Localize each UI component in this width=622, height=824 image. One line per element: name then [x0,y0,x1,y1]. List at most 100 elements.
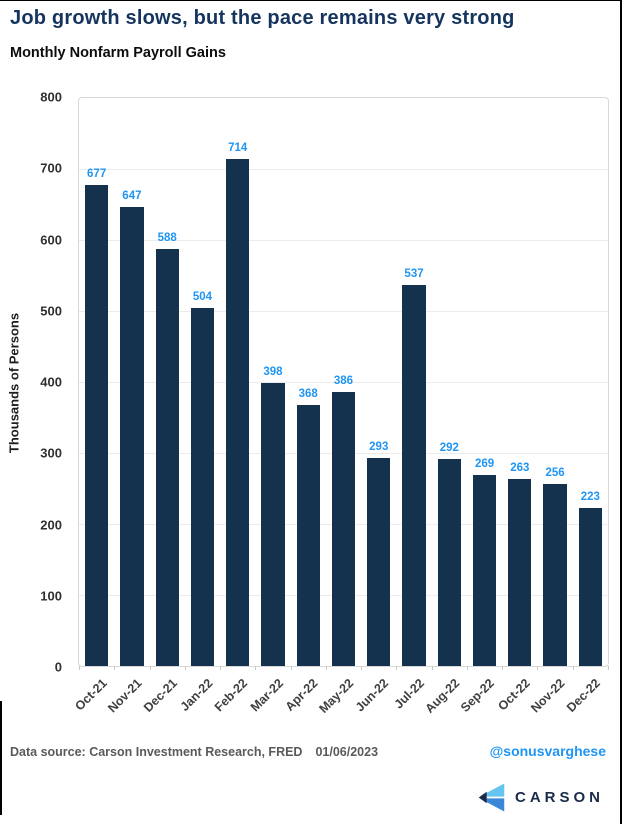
data-source-text: Data source: Carson Investment Research,… [10,745,303,759]
gridline [79,240,608,241]
bar [508,479,532,666]
bar-slot: 504 Jan-22 [177,98,220,714]
x-tick-label: Jul-22 [391,676,427,712]
bar [331,391,356,666]
x-tick-label: Jan-22 [177,676,216,714]
x-axis-tick [537,666,539,670]
y-tick-label: 600 [40,232,62,247]
bar-value-label: 256 [545,467,565,480]
x-axis-tick [608,666,609,670]
bar [261,383,285,666]
bar-value-label: 292 [439,441,459,454]
carson-chevron-icon [477,782,506,813]
x-tick-label: Oct-22 [495,676,533,714]
bar [402,284,426,666]
bar-slot: 269 Sep-22 [458,98,502,715]
y-tick-label: 100 [40,588,62,604]
page-title: Job growth slows, but the pace remains v… [10,7,515,29]
bar-value-label: 269 [474,458,495,471]
x-tick-label: Dec-22 [564,676,604,715]
y-tick-label: 500 [40,303,62,319]
bar [367,457,391,666]
bar-slot: 537 Jul-22 [391,98,431,712]
bar-slot: 292 Aug-22 [422,98,467,716]
data-source: Data source: Carson Investment Research,… [10,745,378,759]
x-axis-tick [396,666,398,670]
y-axis-labels: 800 700 600 500 400 300 200 100 0 [0,90,70,675]
bar-value-label: 386 [333,374,354,387]
x-axis-tick [79,666,80,670]
x-tick-label: Apr-22 [283,676,321,714]
bar [120,206,144,666]
x-tick-label: Feb-22 [212,676,251,715]
x-axis-tick [255,666,257,670]
bar [190,308,215,666]
x-tick-label: Jun-22 [353,676,392,715]
x-tick-label: Dec-21 [141,676,180,715]
bar [437,458,461,666]
bar-slot: 714 Feb-22 [212,98,255,714]
bar-value-label: 368 [298,387,318,400]
bar-value-label: 647 [122,189,142,202]
x-axis-tick [466,666,468,670]
bar-value-label: 223 [580,490,600,503]
x-tick-label: Nov-21 [105,676,145,716]
x-tick-label: Sep-22 [458,676,498,715]
bar-slot: 588 Dec-21 [141,98,185,715]
x-axis-tick [220,666,222,670]
x-axis-tick [502,666,504,670]
y-tick-label: 800 [40,89,62,105]
bar [543,484,567,666]
gridline [79,382,608,383]
bar [226,159,250,666]
bar-slot: 223 Dec-22 [564,98,608,715]
x-axis-tick [431,666,433,670]
x-axis-tick [361,666,363,670]
y-tick-label: 200 [40,517,62,532]
bar [578,507,602,666]
bar-value-label: 588 [157,231,177,244]
y-tick-label: 400 [40,374,62,390]
bar-value-label: 537 [404,267,424,280]
carson-logo-text: CARSON [514,789,604,806]
bar [155,248,179,666]
footer: Data source: Carson Investment Research,… [10,743,606,759]
x-axis-tick [572,666,574,670]
bar [84,185,109,666]
bar-slot: 368 Apr-22 [283,98,326,714]
gridline [79,311,608,312]
y-tick-label: 300 [40,445,62,461]
bar-slot: 293 Jun-22 [353,98,396,714]
bar-value-label: 263 [510,462,530,475]
chart-subtitle: Monthly Nonfarm Payroll Gains [10,45,226,61]
data-source-date: 01/06/2023 [315,745,379,759]
bar-value-label: 398 [263,366,283,379]
plot-area: 677 Oct-21 647 Nov-21 588 Dec-21 504 Jan-22 714 F… [72,97,609,716]
x-tick-label: Mar-22 [247,676,286,715]
x-axis-tick [290,666,292,670]
y-tick-label: 0 [54,659,62,675]
bar-slot: 386 May-22 [316,98,361,716]
bar-slot: 263 Oct-22 [495,98,537,713]
x-axis-tick [325,666,327,670]
bar-slot: 647 Nov-21 [105,98,149,716]
bar-slot: 677 Oct-21 [72,98,114,713]
x-axis-tick [114,666,116,670]
x-tick-label: Aug-22 [422,676,463,716]
image-border-segment [0,701,2,815]
y-tick-label: 700 [40,160,62,176]
bar-value-label: 504 [192,291,213,304]
x-tick-label: Nov-22 [528,676,568,716]
bars: 677 Oct-21 647 Nov-21 588 Dec-21 504 Jan-22 714 F… [72,98,608,716]
bar-value-label: 677 [87,168,107,181]
x-tick-label: Oct-21 [71,676,110,714]
x-axis-tick [184,666,186,670]
x-tick-label: May-22 [316,676,357,716]
gridline [79,169,608,170]
bar [296,404,320,666]
bar-slot: 398 Mar-22 [247,98,290,714]
bar [472,475,497,666]
carson-logo: CARSON [477,782,604,813]
bar-slot: 256 Nov-22 [528,98,572,715]
